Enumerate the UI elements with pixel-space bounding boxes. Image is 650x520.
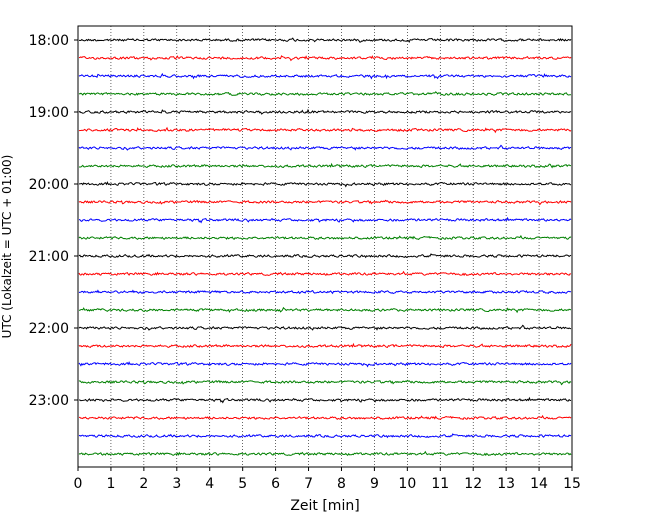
trace-line (78, 126, 572, 134)
x-tick-label: 8 (337, 476, 346, 492)
plot-frame (77, 25, 573, 468)
x-tick-label: 1 (106, 476, 115, 492)
y-tick-label: 19:00 (29, 105, 69, 121)
x-axis: 0 1 2 3 4 5 6 7 8 9 10 11 12 13 14 15 (74, 467, 581, 492)
trace-line (78, 289, 572, 295)
trace-line (78, 306, 572, 314)
trace-line (78, 72, 572, 80)
y-tick-label: 23:00 (29, 393, 69, 409)
trace-line (78, 162, 572, 169)
trace-line (78, 342, 572, 349)
x-tick-label: 15 (563, 476, 581, 492)
trace-line (78, 144, 572, 151)
x-tick-label: 0 (74, 476, 83, 492)
trace-line (78, 324, 572, 331)
trace-line (78, 379, 572, 386)
trace-group (78, 37, 572, 457)
y-axis: 18:00 19:00 20:00 21:00 22:00 23:00 (29, 33, 78, 409)
trace-line (78, 270, 572, 277)
trace-line (78, 199, 572, 206)
x-tick-label: 3 (172, 476, 181, 492)
trace-line (78, 414, 572, 420)
trace-line (78, 108, 572, 115)
x-tick-label: 9 (370, 476, 379, 492)
x-tick-label: 10 (398, 476, 416, 492)
trace-line (78, 253, 572, 259)
trace-line (78, 37, 572, 44)
trace-line (78, 91, 572, 96)
trace-line (78, 181, 572, 188)
x-tick-label: 12 (464, 476, 482, 492)
x-tick-label: 14 (530, 476, 548, 492)
x-tick-label: 13 (497, 476, 515, 492)
y-tick-label: 22:00 (29, 321, 69, 337)
x-axis-label: Zeit [min] (290, 498, 359, 514)
trace-line (78, 433, 572, 439)
y-tick-label: 20:00 (29, 177, 69, 193)
x-tick-label: 7 (304, 476, 313, 492)
x-tick-label: 2 (139, 476, 148, 492)
trace-line (78, 361, 572, 368)
trace-line (78, 450, 572, 457)
x-tick-label: 11 (431, 476, 449, 492)
trace-line (78, 396, 572, 404)
trace-line (78, 55, 572, 62)
trace-line (78, 234, 572, 240)
trace-line (78, 216, 572, 224)
x-tick-label: 4 (205, 476, 214, 492)
x-tick-label: 6 (271, 476, 280, 492)
y-tick-label: 21:00 (29, 249, 69, 265)
y-axis-label: UTC (Lokalzeit = UTC + 01:00) (0, 155, 14, 339)
x-tick-label: 5 (238, 476, 247, 492)
y-tick-label: 18:00 (29, 33, 69, 49)
